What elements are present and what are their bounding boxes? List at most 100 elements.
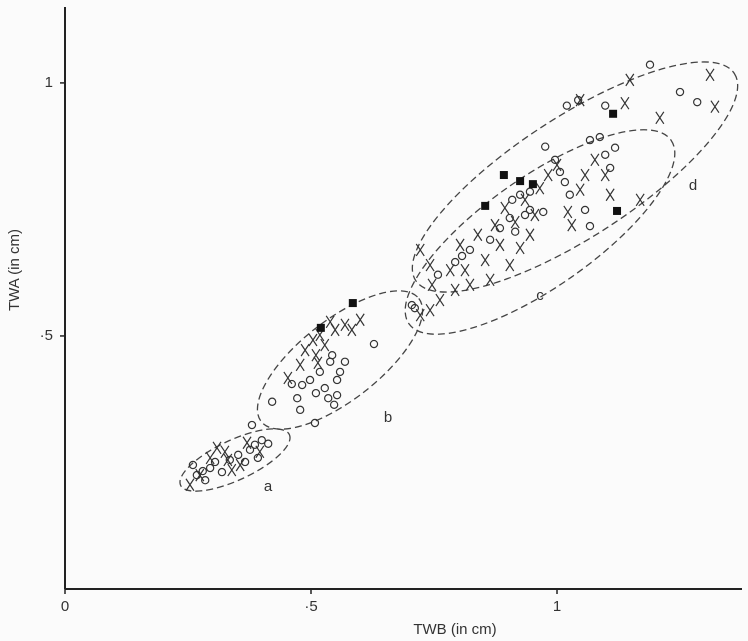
point-cross xyxy=(320,338,330,352)
point-cross xyxy=(415,308,425,322)
point-circle xyxy=(305,375,315,385)
point-circle xyxy=(560,177,570,187)
point-circle xyxy=(315,367,325,377)
point-circle xyxy=(188,460,198,470)
point-circle xyxy=(601,150,610,159)
x-axis-label: TWB (in cm) xyxy=(413,621,496,638)
point-circle xyxy=(565,190,574,199)
group-outlines xyxy=(179,61,739,492)
point-cross xyxy=(515,241,525,255)
point-cross xyxy=(655,111,665,125)
outline-b xyxy=(256,290,424,430)
point-circle xyxy=(407,300,417,310)
y-tick-label: ·5 xyxy=(40,327,53,344)
point-circle xyxy=(310,418,320,428)
point-circle xyxy=(693,97,702,107)
y-axis-label: TWA (in cm) xyxy=(6,229,23,311)
point-circle xyxy=(324,394,333,403)
point-cross xyxy=(620,96,630,110)
point-circle xyxy=(585,221,595,231)
point-cross xyxy=(195,468,205,482)
point-cross xyxy=(313,356,323,370)
point-square xyxy=(613,206,622,215)
point-cross xyxy=(445,263,455,277)
point-cross xyxy=(705,68,715,82)
point-circle xyxy=(465,245,475,255)
point-cross xyxy=(567,218,577,232)
point-cross xyxy=(480,253,490,267)
point-cross xyxy=(212,441,222,455)
point-circle xyxy=(645,60,655,69)
point-circle xyxy=(329,400,339,409)
point-cross xyxy=(543,168,553,182)
y-tick-label: 1 xyxy=(45,74,53,91)
outline-c xyxy=(404,129,676,335)
point-cross xyxy=(552,158,562,172)
point-cross xyxy=(450,283,460,297)
point-square xyxy=(316,323,325,332)
point-cross xyxy=(490,218,500,232)
point-cross xyxy=(465,278,475,292)
point-circle xyxy=(457,251,467,261)
point-circle xyxy=(525,187,535,196)
point-circle xyxy=(562,101,572,110)
point-circle xyxy=(295,405,305,415)
point-circle xyxy=(595,132,605,142)
point-circle xyxy=(485,235,495,244)
point-cross xyxy=(300,343,310,357)
point-circle xyxy=(335,367,345,377)
point-cross xyxy=(635,193,645,207)
point-circle xyxy=(550,155,560,165)
point-circle xyxy=(217,467,227,477)
point-circle xyxy=(525,205,535,215)
point-square xyxy=(516,177,525,186)
point-circle xyxy=(287,379,297,389)
point-cross xyxy=(340,318,350,332)
point-cross xyxy=(510,215,520,229)
point-square xyxy=(348,299,357,308)
point-cross xyxy=(205,451,215,465)
point-circle xyxy=(369,339,379,349)
point-cross xyxy=(605,188,615,202)
point-circle xyxy=(250,440,260,449)
point-cross xyxy=(525,228,535,242)
point-cross xyxy=(460,263,470,277)
point-circle xyxy=(515,190,525,199)
point-cross xyxy=(425,303,435,317)
outline-a xyxy=(179,428,291,492)
point-cross xyxy=(530,208,540,222)
point-cross xyxy=(575,93,585,107)
point-square xyxy=(528,180,537,189)
point-circle xyxy=(505,213,514,223)
point-cross xyxy=(473,228,483,242)
annotation: c xyxy=(536,287,544,304)
point-cross xyxy=(575,183,585,197)
point-cross xyxy=(223,453,233,467)
point-cross xyxy=(255,445,265,459)
point-circle xyxy=(510,227,520,236)
point-circle xyxy=(293,394,302,403)
point-cross xyxy=(311,348,321,362)
point-cross xyxy=(563,205,573,219)
point-circle xyxy=(198,466,207,476)
point-circle xyxy=(201,475,210,485)
point-cross xyxy=(425,258,435,272)
point-cross xyxy=(520,193,530,207)
point-circle xyxy=(320,383,329,393)
point-circle xyxy=(675,87,685,97)
point-cross xyxy=(590,153,600,167)
x-tick-label: ·5 xyxy=(304,598,317,615)
point-square xyxy=(499,171,508,180)
point-cross xyxy=(330,323,340,337)
point-circle xyxy=(610,143,620,152)
x-tick-label: 0 xyxy=(61,598,69,615)
point-circle xyxy=(332,375,342,385)
point-cross xyxy=(347,323,357,337)
point-circle xyxy=(540,142,550,151)
point-cross xyxy=(580,168,590,182)
point-circle xyxy=(247,420,257,430)
point-circle xyxy=(450,257,460,267)
point-cross xyxy=(235,458,245,472)
point-cross xyxy=(227,463,237,477)
